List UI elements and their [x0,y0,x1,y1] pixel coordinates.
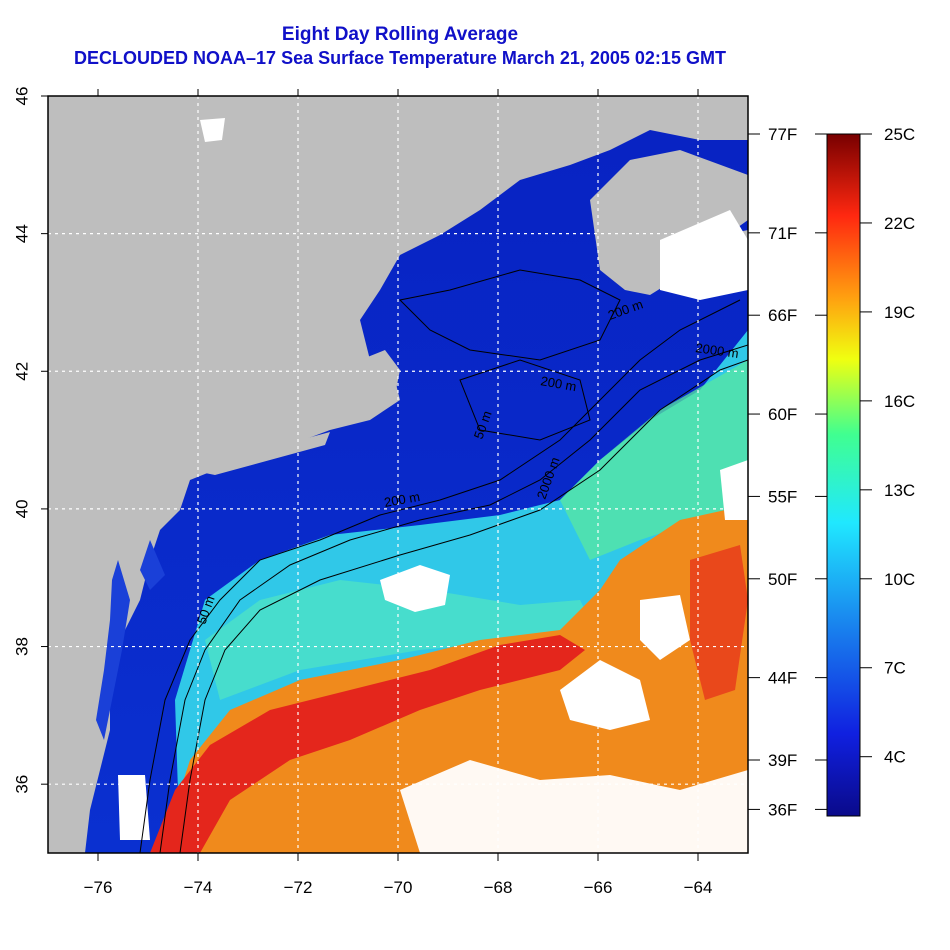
contour-label: 200 m [539,373,577,394]
contour-gulf-maine [398,269,621,361]
colorbar-ticks: 25C 22C 19C 16C 13C 10C 7C 4C 77F 71F 66F 60F 55F 50F… [748,125,915,819]
land-nova-scotia [590,150,748,295]
fahrenheit-label: 66F [768,306,797,325]
contour-label: 200 m [383,489,421,510]
celsius-label: 22C [884,214,915,233]
fahrenheit-label: 55F [768,487,797,506]
cloud-patch [118,775,150,840]
lon-tick-label: −70 [384,878,413,897]
contour-200m [159,344,748,853]
fahrenheit-label: 44F [768,669,797,688]
celsius-label: 25C [884,125,915,144]
contour-gulf-maine-inner [459,359,591,441]
fahrenheit-label: 60F [768,405,797,424]
lon-tick-label: −68 [484,878,513,897]
celsius-label: 13C [884,481,915,500]
celsius-label: 19C [884,303,915,322]
gulf-stream-core [150,635,585,853]
contour-label: 2000 m [695,340,740,361]
land-ice-patch [200,118,225,142]
land-north-america [48,96,748,853]
lat-tick-label: 38 [13,637,32,656]
chart-subtitle: DECLOUDED NOAA–17 Sea Surface Temperatur… [74,48,726,68]
graticule [48,96,748,853]
celsius-label: 7C [884,659,906,678]
cloud-patch [560,660,650,730]
cloud-patch [400,760,748,853]
bathymetry-contours [139,269,748,853]
lat-tick-label: 36 [13,775,32,794]
celsius-label: 10C [884,570,915,589]
slope-water-green [560,360,748,560]
lon-tick-label: −76 [84,878,113,897]
contour-2000m [179,359,748,853]
contour-50m [139,299,741,853]
chesapeake-bay [96,560,130,740]
cloud-patch [720,460,748,520]
long-island [190,432,330,475]
chart-title: Eight Day Rolling Average [281,24,519,45]
celsius-label: 4C [884,748,906,767]
colorbar [826,133,861,817]
lon-tick-label: −66 [584,878,613,897]
lat-tick-label: 44 [13,224,32,243]
lat-tick-label: 46 [13,87,32,106]
delaware-bay [140,540,165,590]
fahrenheit-label: 36F [768,800,797,819]
cloud-patch [640,595,690,660]
land-ice-patch [660,210,748,300]
map-axes: −76 −74 −72 −70 −68 −66 −64 46 44 42 40 38 36 [13,87,713,897]
lat-tick-label: 40 [13,499,32,518]
lat-tick-label: 42 [13,362,32,381]
slope-water-band [205,580,600,700]
fahrenheit-label: 39F [768,751,797,770]
fahrenheit-label: 77F [768,125,797,144]
warm-eddy [690,545,748,700]
lon-tick-label: −72 [284,878,313,897]
celsius-label: 16C [884,392,915,411]
lon-tick-label: −64 [684,878,713,897]
cape-cod [360,350,400,395]
lon-tick-label: −74 [184,878,213,897]
fahrenheit-label: 71F [768,224,797,243]
fahrenheit-label: 50F [768,570,797,589]
